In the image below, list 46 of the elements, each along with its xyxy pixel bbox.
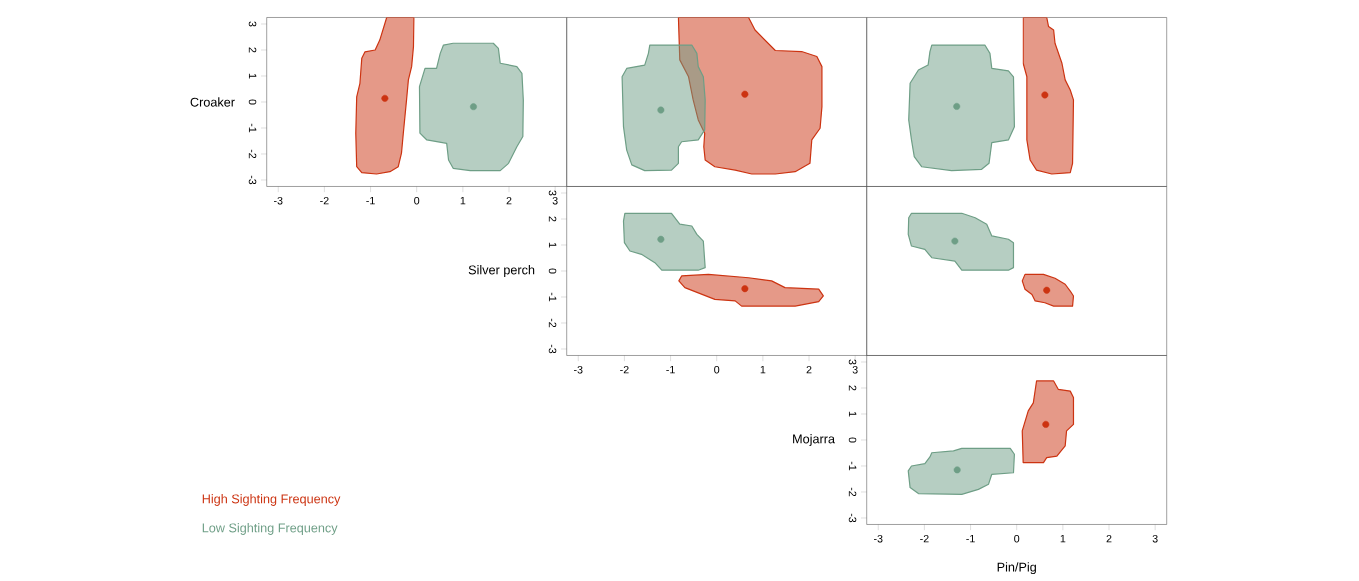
y-tick-label: -2 [248, 149, 257, 159]
y-tick-label: 1 [248, 73, 257, 79]
y-axis-title: Croaker [190, 97, 235, 107]
x-axis-title: Pin/Pig [997, 562, 1036, 575]
y-tick-label: 0 [248, 99, 257, 105]
x-tick-label: 1 [460, 196, 466, 205]
y-tick-label: 1 [548, 242, 557, 248]
x-tick-label: -2 [920, 534, 929, 543]
x-tick-label: 0 [714, 365, 720, 374]
text: Low Sighting Frequency [202, 523, 338, 535]
text: High Sighting Frequency [202, 494, 341, 506]
y-tick-label: 2 [548, 216, 557, 222]
x-tick-label: -1 [666, 365, 675, 374]
x-tick-label: 0 [414, 196, 420, 205]
y-tick-label: -2 [548, 318, 557, 328]
y-tick-label: 0 [848, 437, 857, 443]
y-tick-label: -1 [248, 123, 257, 133]
x-tick-label: 1 [760, 365, 766, 374]
x-tick-label: -2 [320, 196, 329, 205]
x-tick-label: 1 [1060, 534, 1066, 543]
x-tick-label: -3 [873, 534, 883, 543]
x-tick-label: 2 [506, 196, 512, 205]
x-tick-label: 0 [1014, 534, 1020, 543]
y-tick-label: -2 [848, 487, 857, 497]
y-tick-label: 2 [848, 385, 857, 391]
y-tick-label: 0 [548, 268, 557, 274]
y-axis-title: Mojarra [793, 434, 835, 446]
x-tick-label: -3 [273, 196, 283, 205]
x-tick-label: 3 [1152, 534, 1158, 543]
x-tick-label: -1 [966, 534, 975, 543]
y-tick-label: -3 [548, 344, 557, 354]
x-tick-label: -3 [573, 365, 583, 374]
y-tick-label: -1 [548, 292, 557, 302]
y-tick-label: -3 [248, 175, 257, 185]
x-tick-label: 2 [1106, 534, 1112, 543]
x-tick-label: 2 [806, 365, 812, 374]
y-tick-label: -1 [848, 461, 857, 471]
y-axis-title: Silver perch [468, 265, 535, 277]
x-tick-label: -2 [620, 365, 629, 374]
y-tick-label: 2 [248, 47, 257, 53]
y-tick-label: -3 [848, 513, 857, 523]
x-tick-label: -1 [366, 196, 375, 205]
y-tick-label: 3 [848, 359, 857, 365]
y-tick-label: 3 [548, 190, 557, 196]
y-tick-label: 3 [248, 21, 257, 27]
y-tick-label: 1 [848, 411, 857, 417]
